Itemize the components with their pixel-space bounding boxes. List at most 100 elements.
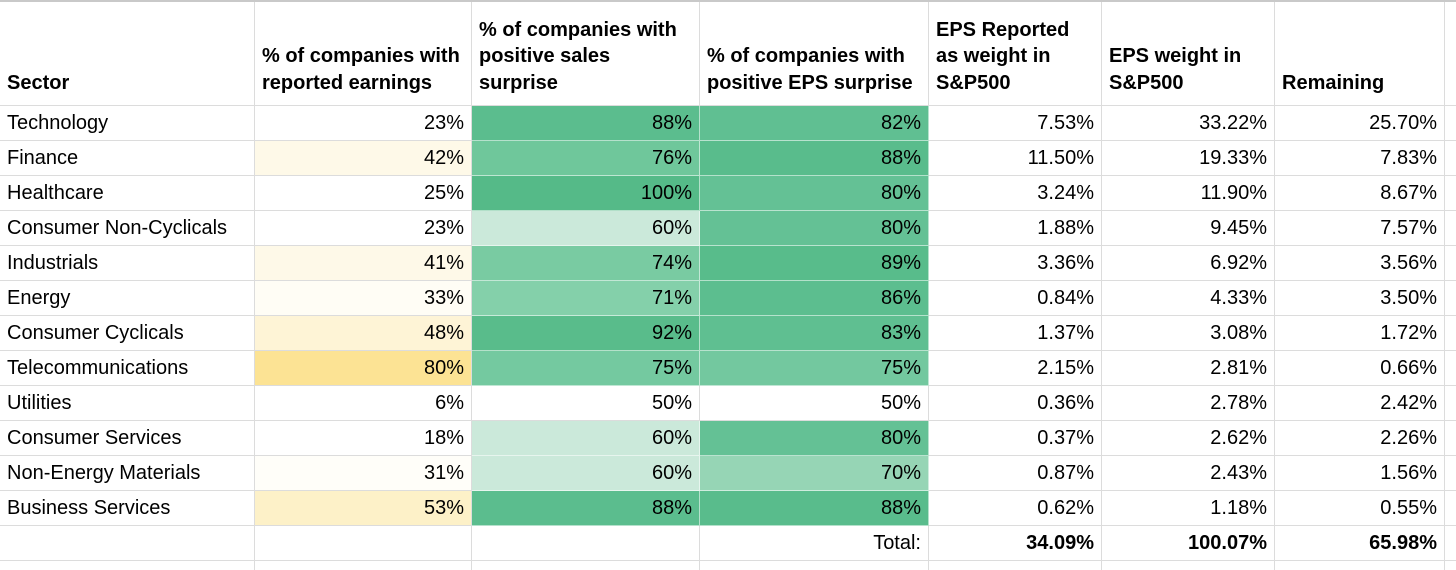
cell-sector[interactable]: Non-Energy Materials — [0, 456, 255, 491]
cell-eps-surprise[interactable]: 75% — [700, 351, 929, 386]
cell-sector[interactable]: Industrials — [0, 246, 255, 281]
cell-sales-surprise[interactable]: 100% — [472, 176, 700, 211]
column-header-reported-earnings[interactable]: % of companies with reported earnings — [255, 2, 472, 106]
cell-eps-weight[interactable]: 9.45% — [1102, 211, 1275, 246]
cell-reported-earnings[interactable]: 48% — [255, 316, 472, 351]
cell-sales-surprise[interactable]: 71% — [472, 281, 700, 316]
cell-eps-weight[interactable]: 2.78% — [1102, 386, 1275, 421]
total-eps-reported-weight-cell[interactable]: 34.09% — [929, 526, 1102, 561]
cell-eps-reported-weight[interactable]: 1.88% — [929, 211, 1102, 246]
cell-sector[interactable]: Consumer Services — [0, 421, 255, 456]
cell-reported-earnings[interactable]: 25% — [255, 176, 472, 211]
cell-eps-surprise[interactable]: 80% — [700, 176, 929, 211]
cell-eps-reported-weight[interactable]: 0.84% — [929, 281, 1102, 316]
cell-remaining[interactable]: 3.50% — [1275, 281, 1445, 316]
cell-sector[interactable]: Consumer Cyclicals — [0, 316, 255, 351]
cell-reported-earnings[interactable]: 23% — [255, 211, 472, 246]
cell-sector[interactable]: Telecommunications — [0, 351, 255, 386]
cell-reported-earnings[interactable]: 41% — [255, 246, 472, 281]
cell-eps-surprise[interactable]: 70% — [700, 456, 929, 491]
column-header-eps-weight[interactable]: EPS weight in S&P500 — [1102, 2, 1275, 106]
cell-remaining[interactable]: 3.56% — [1275, 246, 1445, 281]
cell-sector[interactable]: Consumer Non-Cyclicals — [0, 211, 255, 246]
cell-reported-earnings[interactable]: 80% — [255, 351, 472, 386]
cell-remaining[interactable]: 2.42% — [1275, 386, 1445, 421]
cell-reported-earnings[interactable]: 42% — [255, 141, 472, 176]
total-eps-weight-cell[interactable]: 100.07% — [1102, 526, 1275, 561]
cell-remaining[interactable]: 1.56% — [1275, 456, 1445, 491]
cell-remaining[interactable]: 7.57% — [1275, 211, 1445, 246]
cell-eps-reported-weight[interactable]: 1.37% — [929, 316, 1102, 351]
cell-eps-surprise[interactable]: 83% — [700, 316, 929, 351]
cell-eps-weight[interactable]: 2.62% — [1102, 421, 1275, 456]
cell-sector[interactable]: Utilities — [0, 386, 255, 421]
total-remaining-cell[interactable]: 65.98% — [1275, 526, 1445, 561]
cell-sector[interactable]: Technology — [0, 106, 255, 141]
cell-eps-surprise[interactable]: 89% — [700, 246, 929, 281]
cell-eps-surprise[interactable]: 88% — [700, 141, 929, 176]
cell-sector[interactable]: Business Services — [0, 491, 255, 526]
empty-cell[interactable] — [255, 526, 472, 561]
cell-eps-reported-weight[interactable]: 3.24% — [929, 176, 1102, 211]
cell-remaining[interactable]: 1.72% — [1275, 316, 1445, 351]
column-header-eps-reported-weight[interactable]: EPS Reported as weight in S&P500 — [929, 2, 1102, 106]
table-row: Utilities 6% 50% 50% 0.36% 2.78% 2.42% — [0, 386, 1456, 421]
cell-remaining[interactable]: 0.55% — [1275, 491, 1445, 526]
cell-remaining[interactable]: 25.70% — [1275, 106, 1445, 141]
cell-sector[interactable]: Finance — [0, 141, 255, 176]
cell-sales-surprise[interactable]: 88% — [472, 491, 700, 526]
column-header-eps-surprise[interactable]: % of companies with positive EPS surpris… — [700, 2, 929, 106]
cell-eps-reported-weight[interactable]: 0.62% — [929, 491, 1102, 526]
column-header-sector[interactable]: Sector — [0, 2, 255, 106]
cell-eps-reported-weight[interactable]: 11.50% — [929, 141, 1102, 176]
cell-reported-earnings[interactable]: 18% — [255, 421, 472, 456]
cell-sales-surprise[interactable]: 50% — [472, 386, 700, 421]
cell-sales-surprise[interactable]: 88% — [472, 106, 700, 141]
cell-eps-reported-weight[interactable]: 7.53% — [929, 106, 1102, 141]
cell-remaining[interactable]: 2.26% — [1275, 421, 1445, 456]
cell-remaining[interactable]: 7.83% — [1275, 141, 1445, 176]
cell-eps-reported-weight[interactable]: 3.36% — [929, 246, 1102, 281]
cell-reported-earnings[interactable]: 53% — [255, 491, 472, 526]
cell-reported-earnings[interactable]: 31% — [255, 456, 472, 491]
cell-sales-surprise[interactable]: 74% — [472, 246, 700, 281]
cell-eps-surprise[interactable]: 86% — [700, 281, 929, 316]
cell-reported-earnings[interactable]: 33% — [255, 281, 472, 316]
cell-sales-surprise[interactable]: 60% — [472, 421, 700, 456]
empty-cell[interactable] — [472, 526, 700, 561]
cell-eps-surprise[interactable]: 82% — [700, 106, 929, 141]
cell-remaining[interactable]: 8.67% — [1275, 176, 1445, 211]
cell-eps-weight[interactable]: 2.43% — [1102, 456, 1275, 491]
cell-sales-surprise[interactable]: 76% — [472, 141, 700, 176]
cell-eps-reported-weight[interactable]: 0.36% — [929, 386, 1102, 421]
cell-reported-earnings[interactable]: 6% — [255, 386, 472, 421]
cell-sales-surprise[interactable]: 92% — [472, 316, 700, 351]
column-header-sales-surprise[interactable]: % of companies with positive sales surpr… — [472, 2, 700, 106]
cell-eps-reported-weight[interactable]: 2.15% — [929, 351, 1102, 386]
cell-eps-weight[interactable]: 4.33% — [1102, 281, 1275, 316]
total-label-cell[interactable]: Total: — [700, 526, 929, 561]
cell-sales-surprise[interactable]: 60% — [472, 211, 700, 246]
empty-cell — [1445, 491, 1456, 526]
cell-eps-weight[interactable]: 2.81% — [1102, 351, 1275, 386]
cell-eps-weight[interactable]: 3.08% — [1102, 316, 1275, 351]
cell-eps-reported-weight[interactable]: 0.37% — [929, 421, 1102, 456]
cell-eps-weight[interactable]: 11.90% — [1102, 176, 1275, 211]
column-header-remaining[interactable]: Remaining — [1275, 2, 1445, 106]
cell-eps-surprise[interactable]: 50% — [700, 386, 929, 421]
cell-sector[interactable]: Healthcare — [0, 176, 255, 211]
cell-eps-surprise[interactable]: 88% — [700, 491, 929, 526]
cell-reported-earnings[interactable]: 23% — [255, 106, 472, 141]
cell-eps-weight[interactable]: 1.18% — [1102, 491, 1275, 526]
empty-cell[interactable] — [0, 526, 255, 561]
cell-eps-weight[interactable]: 19.33% — [1102, 141, 1275, 176]
cell-eps-surprise[interactable]: 80% — [700, 421, 929, 456]
cell-sales-surprise[interactable]: 75% — [472, 351, 700, 386]
cell-eps-surprise[interactable]: 80% — [700, 211, 929, 246]
cell-eps-weight[interactable]: 6.92% — [1102, 246, 1275, 281]
cell-eps-weight[interactable]: 33.22% — [1102, 106, 1275, 141]
cell-remaining[interactable]: 0.66% — [1275, 351, 1445, 386]
cell-eps-reported-weight[interactable]: 0.87% — [929, 456, 1102, 491]
cell-sales-surprise[interactable]: 60% — [472, 456, 700, 491]
cell-sector[interactable]: Energy — [0, 281, 255, 316]
